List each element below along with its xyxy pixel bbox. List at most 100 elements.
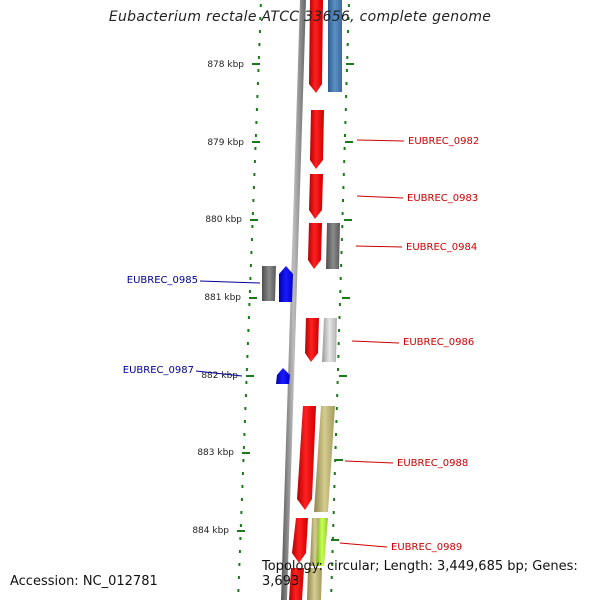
ruler-dot <box>241 472 244 475</box>
ruler-dot <box>237 576 240 579</box>
ruler-dot <box>331 537 334 540</box>
ruler-dot <box>259 4 262 7</box>
ruler-dot <box>343 147 346 150</box>
ruler-dot <box>344 134 346 137</box>
gene-arrow[interactable] <box>292 518 308 563</box>
ruler-dot <box>339 290 342 293</box>
gene-block[interactable] <box>316 518 328 566</box>
genome-title: Eubacterium rectale ATCC 33656, complete… <box>108 9 492 25</box>
ruler-dot <box>333 498 336 501</box>
ruler-tick: 882 kbp <box>201 371 254 381</box>
ruler-dot <box>257 69 260 72</box>
gene-arrow[interactable] <box>276 368 290 384</box>
ruler-dot <box>252 186 255 189</box>
ruler-dot <box>345 82 348 85</box>
ruler-dot <box>330 576 333 579</box>
ruler-dot <box>244 394 247 397</box>
ruler-dot <box>344 121 347 124</box>
ruler-dot <box>339 277 342 280</box>
gene-block[interactable] <box>314 406 335 512</box>
genome-backbone <box>281 0 306 600</box>
gene-label[interactable]: EUBREC_0986 <box>403 337 474 348</box>
label-leaders <box>195 139 405 548</box>
ruler-dot <box>257 56 260 59</box>
ruler-tick-label: 882 kbp <box>201 371 238 381</box>
ruler-dot <box>240 511 243 514</box>
ruler-tick-label: 879 kbp <box>207 138 244 148</box>
ruler-dot <box>340 251 343 254</box>
ruler-dot <box>254 147 257 150</box>
ruler-tick-label: 884 kbp <box>192 526 229 536</box>
ruler-dot <box>250 238 253 241</box>
ruler-dot <box>337 355 340 358</box>
ruler-dot <box>259 17 262 20</box>
ruler-dot <box>251 212 254 215</box>
ruler-dot <box>335 433 337 436</box>
gene-arrow[interactable] <box>309 0 323 93</box>
ruler-tick-label: 883 kbp <box>197 448 234 458</box>
ruler-dot <box>346 56 349 59</box>
ruler-tick-label: 881 kbp <box>204 293 241 303</box>
ruler-dot <box>346 43 349 46</box>
gene-label[interactable]: EUBREC_0985 <box>127 275 198 286</box>
gene-arrow[interactable] <box>309 174 323 219</box>
gene-block[interactable] <box>328 0 342 92</box>
gene-label[interactable]: EUBREC_0989 <box>391 542 462 553</box>
gene-block[interactable] <box>262 266 276 301</box>
ruler-tick: 884 kbp <box>192 526 245 536</box>
ruler-dots-right <box>330 4 350 592</box>
ruler-dot <box>247 329 250 332</box>
ruler-dot <box>347 30 350 33</box>
ruler-dot <box>332 511 335 514</box>
ruler-dot <box>335 420 338 423</box>
ruler-dot <box>345 69 348 72</box>
ruler-ticks: 878 kbp 879 kbp 880 kbp 881 kbp 882 kbp … <box>192 60 354 541</box>
ruler-dot <box>337 368 339 371</box>
ruler-dot <box>239 524 242 527</box>
gene-arrow[interactable] <box>308 223 322 269</box>
ruler-dot <box>333 472 336 475</box>
gene-label[interactable]: EUBREC_0983 <box>407 193 478 204</box>
ruler-dot <box>252 199 255 202</box>
ruler-tick: 879 kbp <box>207 138 260 148</box>
ruler-dot <box>242 446 245 449</box>
ruler-dot <box>343 160 346 163</box>
ruler-dot <box>333 485 336 488</box>
gene-label[interactable]: EUBREC_0984 <box>406 242 477 253</box>
ruler-dot <box>249 277 252 280</box>
gene-arrow[interactable] <box>310 110 324 169</box>
ruler-dot <box>245 381 248 384</box>
gene-arrow[interactable] <box>279 266 293 302</box>
ruler-dot <box>255 108 258 111</box>
gene-block[interactable] <box>322 318 337 362</box>
ruler-dot <box>250 251 253 254</box>
gene-label[interactable]: EUBREC_0982 <box>408 136 479 147</box>
gene-label[interactable]: EUBREC_0988 <box>397 458 468 469</box>
ruler-dot <box>243 420 246 423</box>
ruler-dot <box>330 589 333 592</box>
ruler-tick-label: 878 kbp <box>207 60 244 70</box>
ruler-dot <box>244 407 247 410</box>
gene-block[interactable] <box>307 568 322 600</box>
ruler-dot <box>258 30 261 33</box>
ruler-dot <box>238 563 241 566</box>
gene-arrow[interactable] <box>297 406 316 510</box>
ruler-dot <box>248 303 251 306</box>
ruler-dot <box>258 43 261 46</box>
ruler-dot <box>342 173 345 176</box>
gene-arrow[interactable] <box>305 318 319 362</box>
ruler-tick: 881 kbp <box>204 293 257 303</box>
reverse-strand-genes <box>262 266 293 384</box>
ruler-dot <box>256 95 259 98</box>
ruler-dot <box>331 550 334 553</box>
gene-label[interactable]: EUBREC_0987 <box>123 365 194 376</box>
gene-block[interactable] <box>326 223 340 269</box>
ruler-dot <box>341 225 344 228</box>
ruler-dot <box>338 329 341 332</box>
ruler-dot <box>246 342 249 345</box>
gene-arrow[interactable] <box>289 568 304 600</box>
accession-text: Accession: NC_012781 <box>10 574 158 589</box>
ruler-dot <box>338 316 341 319</box>
ruler-dot <box>246 355 249 358</box>
